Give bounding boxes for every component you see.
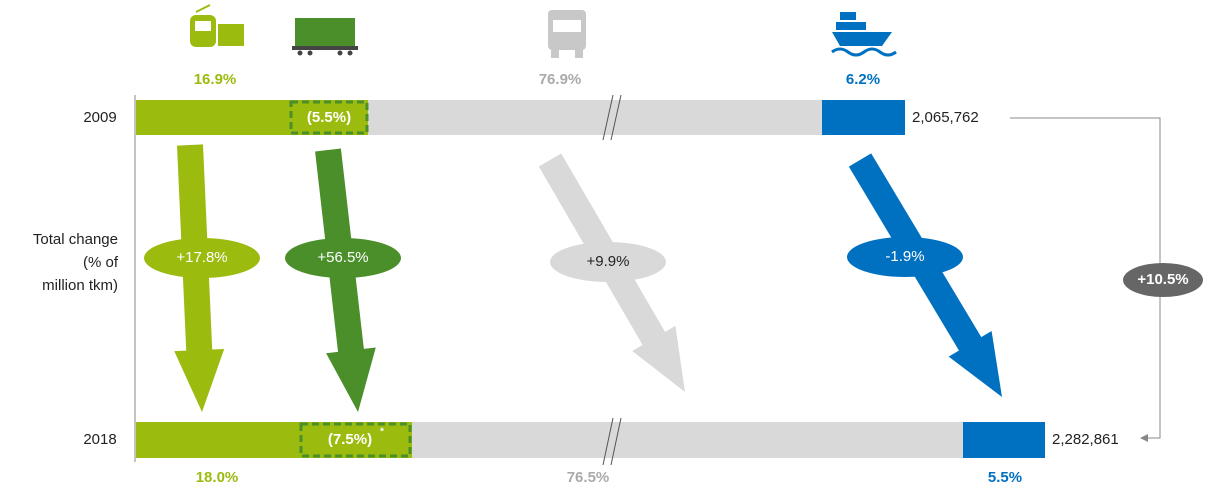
intermodal-box bbox=[289, 100, 369, 135]
intermodal-share: (7.5%) bbox=[328, 431, 372, 448]
rail-segment bbox=[136, 100, 368, 135]
year-label: 2009 bbox=[83, 109, 116, 126]
road-segment bbox=[368, 100, 822, 135]
water-share: 6.2% bbox=[846, 71, 880, 88]
intermodal-share: (5.5%) bbox=[307, 109, 351, 126]
water-segment bbox=[963, 422, 1045, 458]
change-label: +9.9% bbox=[587, 253, 630, 270]
road-segment bbox=[412, 422, 963, 458]
change-label: +56.5% bbox=[317, 249, 368, 266]
change-badge bbox=[1123, 263, 1203, 297]
footnote-mark: * bbox=[380, 427, 384, 438]
year-label: 2018 bbox=[83, 431, 116, 448]
rail-segment bbox=[136, 422, 412, 458]
truck-icon bbox=[548, 10, 586, 58]
change-arrow bbox=[315, 148, 376, 412]
train-icon bbox=[190, 4, 244, 47]
intermodal-box bbox=[299, 422, 412, 458]
change-badge bbox=[550, 242, 666, 282]
total-label: 2,282,861 bbox=[1052, 431, 1119, 448]
rail-share: 18.0% bbox=[196, 469, 239, 486]
change-badge bbox=[144, 238, 260, 278]
change-label: -1.9% bbox=[885, 248, 924, 265]
axis-label: Total change bbox=[33, 231, 118, 248]
connector-head bbox=[1140, 434, 1148, 442]
change-arrow bbox=[174, 144, 225, 412]
road-share: 76.9% bbox=[539, 71, 582, 88]
intermodal-icon bbox=[292, 18, 358, 56]
axis-label: million tkm) bbox=[42, 277, 118, 294]
total-label: 2,065,762 bbox=[912, 109, 979, 126]
change-label: +10.5% bbox=[1137, 271, 1188, 288]
water-share: 5.5% bbox=[988, 469, 1022, 486]
water-segment bbox=[822, 100, 905, 135]
road-share: 76.5% bbox=[567, 469, 610, 486]
axis-break bbox=[602, 417, 622, 466]
ship-icon bbox=[831, 12, 897, 57]
axis-label: (% of bbox=[83, 254, 119, 271]
axis-break bbox=[602, 94, 622, 141]
rail-share: 16.9% bbox=[194, 71, 237, 88]
change-badge bbox=[285, 238, 401, 278]
change-badge bbox=[847, 237, 963, 277]
change-label: +17.8% bbox=[176, 249, 227, 266]
